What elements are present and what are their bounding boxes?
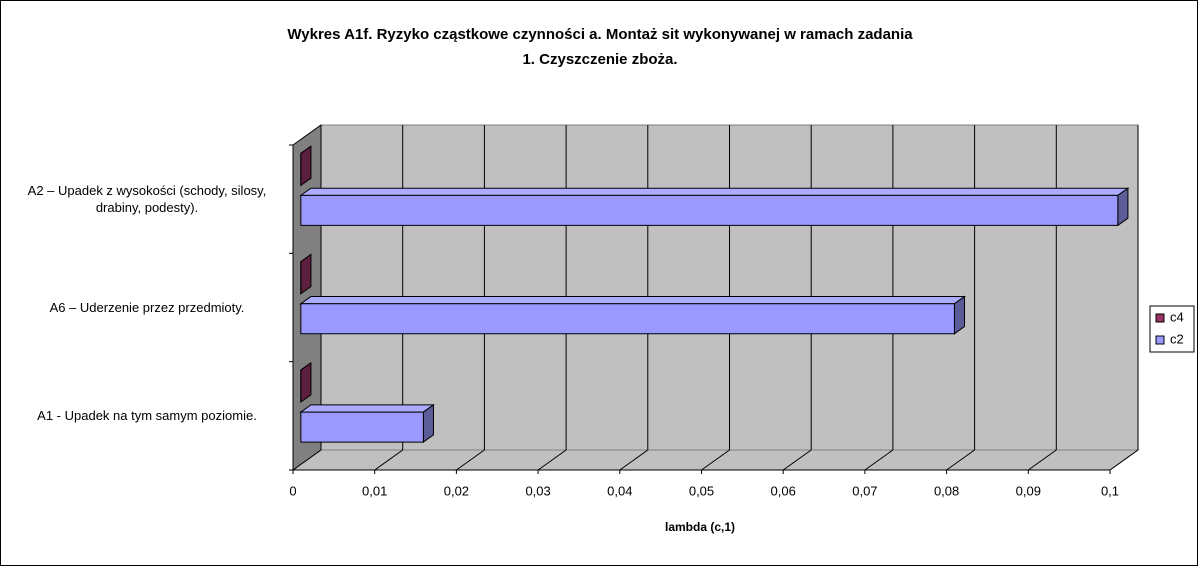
x-tick-label: 0,1 (1101, 483, 1119, 498)
grid-line (1109, 449, 1139, 471)
bar-front (300, 194, 1119, 226)
category-label-box: A2 – Upadek z wysokości (schody, silosy,… (27, 183, 267, 216)
grid-line (1028, 449, 1057, 471)
x-tick-label: 0,09 (1016, 483, 1041, 498)
x-tick-label: 0,02 (444, 483, 469, 498)
x-axis-title: lambda (c,1) (665, 520, 735, 534)
bar (299, 295, 967, 335)
bar-side (300, 253, 312, 295)
bar-side (1117, 187, 1129, 227)
y-tick-label: A6 – Uderzenie przez przedmioty. (49, 299, 245, 315)
grid-line (701, 449, 730, 471)
bar (300, 145, 312, 187)
bar (299, 403, 436, 444)
bar (300, 253, 312, 295)
grid-line (864, 449, 894, 471)
grid-line (292, 449, 322, 471)
x-tick-label: 0,06 (771, 483, 796, 498)
bar-front (300, 411, 424, 443)
x-tick-label: 0,01 (362, 483, 387, 498)
bar-side (953, 295, 966, 335)
bar-top (299, 296, 967, 305)
grid-line (537, 449, 567, 471)
x-tick-label: 0,03 (525, 483, 550, 498)
grid-line (782, 449, 812, 471)
bar-top (299, 404, 436, 413)
x-tick-label: 0 (289, 483, 296, 498)
category-label-box: A1 - Upadek na tym samym poziomie. (37, 408, 257, 424)
chart-title: 1. Czyszczenie zboża. (522, 51, 677, 68)
x-tick-label: 0,04 (607, 483, 632, 498)
y-tick-label: A1 - Upadek na tym samym poziomie. (37, 408, 257, 424)
legend-label: c4 (1170, 309, 1184, 324)
grid-line (946, 449, 975, 471)
x-tick-label: 0,05 (689, 483, 714, 498)
legend-swatch (1155, 335, 1165, 345)
legend-swatch (1155, 313, 1165, 323)
x-tick-label: 0,07 (852, 483, 877, 498)
bar (300, 361, 312, 404)
legend-label: c2 (1170, 331, 1184, 346)
bar-front (300, 303, 955, 335)
chart-title: Wykres A1f. Ryzyko cząstkowe czynności a… (287, 26, 913, 43)
bar-top (299, 187, 1130, 196)
y-tick-label: A2 – Upadek z wysokości (schody, silosy,… (27, 183, 267, 216)
grid-line (374, 449, 403, 471)
bar-side (422, 403, 434, 444)
bar-side (300, 145, 312, 187)
bar (299, 187, 1130, 227)
grid-line (619, 449, 649, 471)
bar-side (300, 361, 312, 404)
category-label-box: A6 – Uderzenie przez przedmioty. (49, 299, 245, 315)
x-tick-label: 0,08 (934, 483, 959, 498)
grid-line (456, 449, 485, 471)
